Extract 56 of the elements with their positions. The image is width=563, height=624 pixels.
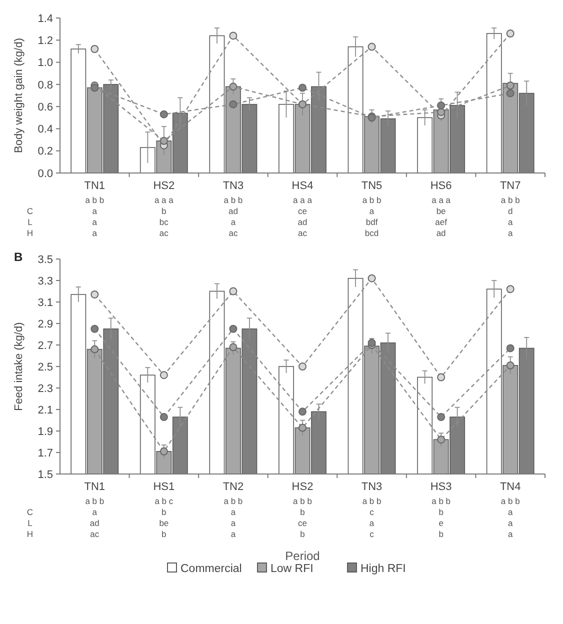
- y-tick-label: 1.0: [38, 57, 53, 70]
- legend-label: Low RFI: [270, 563, 314, 575]
- text: a b b a a a: [85, 195, 104, 238]
- text: a b b a ad ac: [85, 496, 104, 539]
- text: a b b a a a: [224, 496, 243, 539]
- x-tick-label: TN7: [500, 180, 521, 192]
- y-tick-label: 3.5: [38, 254, 53, 266]
- x-axis-title: Period: [285, 549, 320, 563]
- x-tick-label: TN4: [500, 481, 521, 493]
- y-tick-label: 0.6: [38, 101, 53, 114]
- text: C L H: [26, 507, 34, 539]
- y-axis-title: Body weight gain (kg/d): [13, 38, 25, 153]
- text: a b b c a c: [362, 496, 382, 539]
- y-tick-label: 2.5: [38, 361, 53, 374]
- x-tick-label: HS2: [153, 180, 175, 192]
- text: a b b b ce b: [293, 496, 312, 539]
- y-tick-label: 0.8: [38, 79, 53, 92]
- y-axis-title: Feed intake (kg/d): [13, 322, 25, 411]
- y-tick-label: 2.9: [38, 318, 53, 330]
- x-tick-label: HS1: [153, 481, 175, 493]
- x-tick-label: TN5: [361, 180, 382, 192]
- x-tick-label: TN1: [84, 180, 106, 192]
- legend-label: High RFI: [360, 563, 406, 575]
- y-tick-label: 3.1: [38, 296, 53, 309]
- y-tick-label: 1.5: [38, 468, 53, 481]
- x-tick-label: HS2: [292, 481, 314, 493]
- y-tick-label: 2.1: [38, 404, 53, 416]
- x-tick-label: HS3: [430, 481, 452, 493]
- text: a a a be aef ad: [432, 195, 451, 238]
- x-tick-label: TN3: [222, 180, 244, 192]
- y-tick-label: 1.4: [38, 12, 53, 25]
- x-tick-label: TN1: [84, 481, 106, 493]
- y-tick-label: 0.4: [38, 124, 53, 136]
- text: a a a b bc ac: [154, 195, 174, 238]
- y-tick-label: 2.3: [38, 382, 53, 395]
- y-tick-label: 0.0: [38, 168, 53, 180]
- text: C L H: [26, 206, 34, 238]
- y-tick-label: 0.2: [38, 146, 53, 158]
- y-tick-label: 3.3: [38, 275, 53, 288]
- x-tick-label: TN3: [361, 481, 382, 493]
- text: a b b a a a: [500, 496, 520, 539]
- y-tick-label: 1.2: [38, 34, 53, 47]
- text: a b c b be b: [154, 496, 174, 539]
- y-tick-label: 2.7: [38, 340, 53, 352]
- chart-title: B: [14, 250, 23, 264]
- y-tick-label: 1.9: [38, 426, 53, 438]
- text: a b b a bdf bcd: [362, 195, 382, 238]
- y-tick-label: 1.7: [38, 447, 53, 460]
- text: a b b d a a: [500, 195, 520, 238]
- text: a b b b e b: [432, 496, 451, 539]
- text: a b b ad a ac: [224, 195, 243, 238]
- text: a a a ce ad ac: [293, 195, 312, 238]
- legend-label: Commercial: [180, 563, 242, 575]
- x-tick-label: TN2: [222, 481, 244, 493]
- x-tick-label: HS6: [430, 180, 452, 192]
- x-tick-label: HS4: [292, 180, 314, 192]
